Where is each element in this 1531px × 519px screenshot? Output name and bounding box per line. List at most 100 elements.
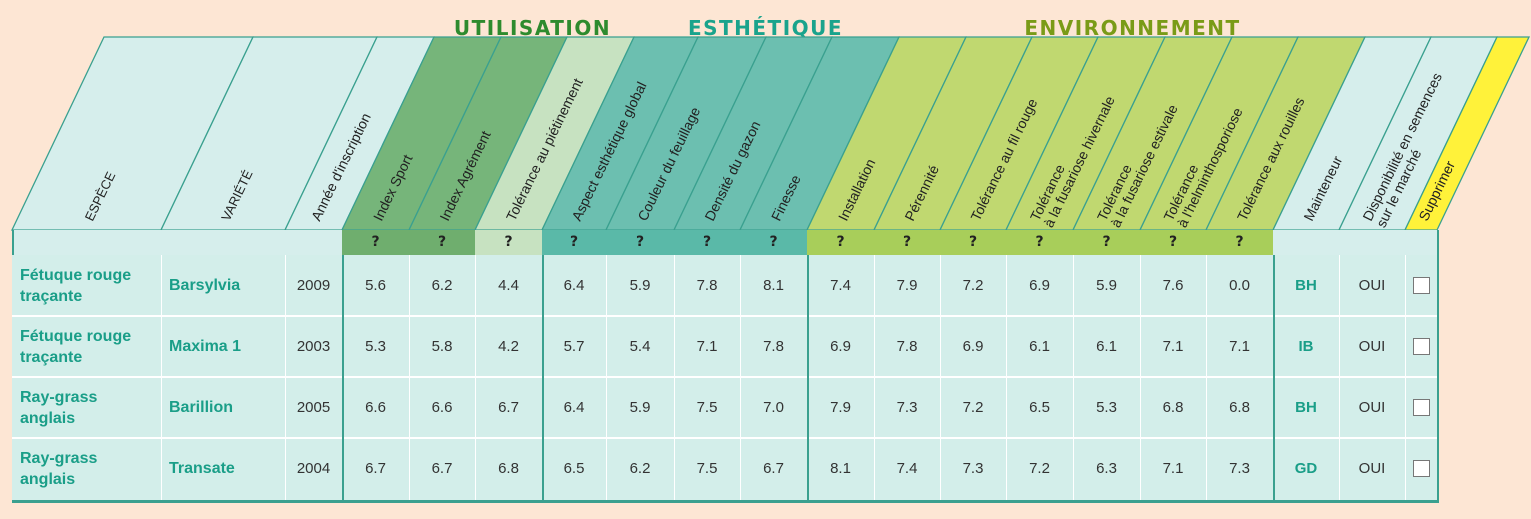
score-cell: 6.1 bbox=[1029, 338, 1050, 355]
score-cell: 6.7 bbox=[365, 460, 386, 477]
row-divider bbox=[12, 437, 1437, 439]
delete-cell bbox=[1405, 255, 1437, 316]
year-cell: 2004 bbox=[296, 460, 331, 477]
col-index-agrement-help-icon[interactable]: ? bbox=[409, 230, 475, 255]
variety-cell: Barsylvia bbox=[169, 276, 241, 294]
col-tolerance-fusariose-hivernale-help-icon[interactable]: ? bbox=[1006, 230, 1073, 255]
score-cell: 6.6 bbox=[365, 399, 386, 416]
score-cell: 5.4 bbox=[629, 338, 651, 355]
column-divider bbox=[409, 255, 410, 500]
maintainer-cell: BH bbox=[1295, 399, 1317, 416]
score-cell: 7.1 bbox=[696, 338, 718, 355]
score-cell: 5.8 bbox=[431, 338, 453, 355]
column-divider bbox=[1006, 255, 1007, 500]
delete-checkbox[interactable] bbox=[1412, 338, 1430, 355]
species-cell: Ray-grass anglais bbox=[12, 438, 161, 499]
score-cell: 7.2 bbox=[962, 399, 984, 416]
score-cell: 5.3 bbox=[1096, 399, 1117, 416]
group-title-environnement: ENVIRONNEMENT bbox=[1024, 16, 1241, 40]
score-cell: 6.4 bbox=[563, 277, 585, 294]
col-finesse-help-icon[interactable]: ? bbox=[740, 230, 807, 255]
score-cell: 7.8 bbox=[763, 338, 784, 355]
column-divider bbox=[940, 255, 941, 500]
score-cell: 7.4 bbox=[830, 277, 851, 294]
column-divider bbox=[1206, 255, 1207, 500]
col-tolerance-fusariose-estivale-help-icon[interactable]: ? bbox=[1073, 230, 1140, 255]
col-installation-help-icon[interactable]: ? bbox=[807, 230, 874, 255]
score-cell: 5.9 bbox=[629, 277, 651, 294]
col-densite-gazon-help-icon[interactable]: ? bbox=[674, 230, 740, 255]
score-cell: 7.3 bbox=[896, 399, 918, 416]
group-title-esthetique: ESTHÉTIQUE bbox=[687, 16, 844, 40]
column-divider bbox=[874, 255, 875, 500]
delete-checkbox[interactable] bbox=[1412, 399, 1430, 416]
score-cell: 7.1 bbox=[1162, 338, 1184, 355]
score-cell: 8.1 bbox=[830, 460, 851, 477]
delete-checkbox[interactable] bbox=[1412, 460, 1430, 477]
table-row: Ray-grass anglais Barillion 2005 6.6 6.6 6.7 6.… bbox=[12, 377, 1437, 438]
table-row: Ray-grass anglais Transate 2004 6.7 6.7 6.8 6.5… bbox=[12, 438, 1437, 499]
col-disponibilite-help-spacer bbox=[1339, 230, 1405, 255]
score-cell: 6.7 bbox=[498, 399, 519, 416]
score-cell: 7.2 bbox=[962, 277, 984, 294]
species-line: Fétuque rouge bbox=[20, 327, 132, 345]
col-variete-help-spacer bbox=[161, 230, 285, 255]
score-cell: 6.6 bbox=[431, 399, 453, 416]
col-tolerance-rouilles-help-icon[interactable]: ? bbox=[1206, 230, 1273, 255]
score-cell: 7.1 bbox=[1229, 338, 1250, 355]
score-cell: 6.9 bbox=[830, 338, 851, 355]
column-divider bbox=[542, 255, 544, 500]
score-cell: 7.4 bbox=[896, 460, 918, 477]
column-divider bbox=[1073, 255, 1074, 500]
availability-cell: OUI bbox=[1358, 460, 1386, 477]
species-line: Fétuque rouge bbox=[20, 266, 132, 284]
species-cell: Fétuque rouge traçante bbox=[12, 316, 161, 377]
species-line: anglais bbox=[20, 409, 76, 427]
score-cell: 6.2 bbox=[629, 460, 651, 477]
col-tolerance-fil-rouge-help-icon[interactable]: ? bbox=[940, 230, 1006, 255]
score-cell: 6.9 bbox=[1029, 277, 1050, 294]
col-perennite-help-icon[interactable]: ? bbox=[874, 230, 940, 255]
table-body: Fétuque rouge traçante Barsylvia 2009 5.6 6.2… bbox=[12, 255, 1437, 503]
col-tolerance-helminthosporiose-help-icon[interactable]: ? bbox=[1140, 230, 1206, 255]
column-divider bbox=[1339, 255, 1340, 500]
score-cell: 6.7 bbox=[431, 460, 453, 477]
species-line: anglais bbox=[20, 470, 76, 488]
score-cell: 6.9 bbox=[962, 338, 984, 355]
column-divider bbox=[161, 255, 162, 500]
availability-cell: OUI bbox=[1358, 338, 1386, 355]
col-supprimer-help-spacer bbox=[1405, 230, 1437, 255]
score-cell: 6.5 bbox=[563, 460, 585, 477]
variety-cell: Barillion bbox=[169, 398, 234, 416]
col-couleur-feuillage-help-icon[interactable]: ? bbox=[606, 230, 674, 255]
delete-checkbox[interactable] bbox=[1412, 277, 1430, 294]
table-row: Fétuque rouge traçante Maxima 1 2003 5.3 5.8 4… bbox=[12, 316, 1437, 377]
column-divider bbox=[740, 255, 741, 500]
table-right-border bbox=[1437, 230, 1439, 503]
score-cell: 7.9 bbox=[896, 277, 918, 294]
column-divider bbox=[342, 255, 344, 500]
col-aspect-esthetique-help-icon[interactable]: ? bbox=[542, 230, 606, 255]
score-cell: 5.9 bbox=[1096, 277, 1117, 294]
species-cell: Ray-grass anglais bbox=[12, 377, 161, 438]
col-index-sport-help-icon[interactable]: ? bbox=[342, 230, 409, 255]
year-cell: 2009 bbox=[296, 277, 331, 294]
score-cell: 7.0 bbox=[763, 399, 784, 416]
delete-cell bbox=[1405, 377, 1437, 438]
score-cell: 7.8 bbox=[696, 277, 718, 294]
score-cell: 5.9 bbox=[629, 399, 651, 416]
score-cell: 6.4 bbox=[563, 399, 585, 416]
variety-cell: Maxima 1 bbox=[169, 337, 242, 355]
delete-cell bbox=[1405, 438, 1437, 499]
species-line: Ray-grass bbox=[20, 388, 98, 406]
col-tolerance-pietinement-help-icon[interactable]: ? bbox=[475, 230, 542, 255]
column-divider bbox=[807, 255, 809, 500]
column-divider bbox=[1140, 255, 1141, 500]
year-cell: 2005 bbox=[296, 399, 331, 416]
col-espece-header: ESPÈCE bbox=[10, 36, 255, 231]
species-cell: Fétuque rouge traçante bbox=[12, 255, 161, 316]
score-cell: 7.5 bbox=[696, 399, 718, 416]
score-cell: 5.3 bbox=[365, 338, 386, 355]
col-annee-help-spacer bbox=[285, 230, 342, 255]
